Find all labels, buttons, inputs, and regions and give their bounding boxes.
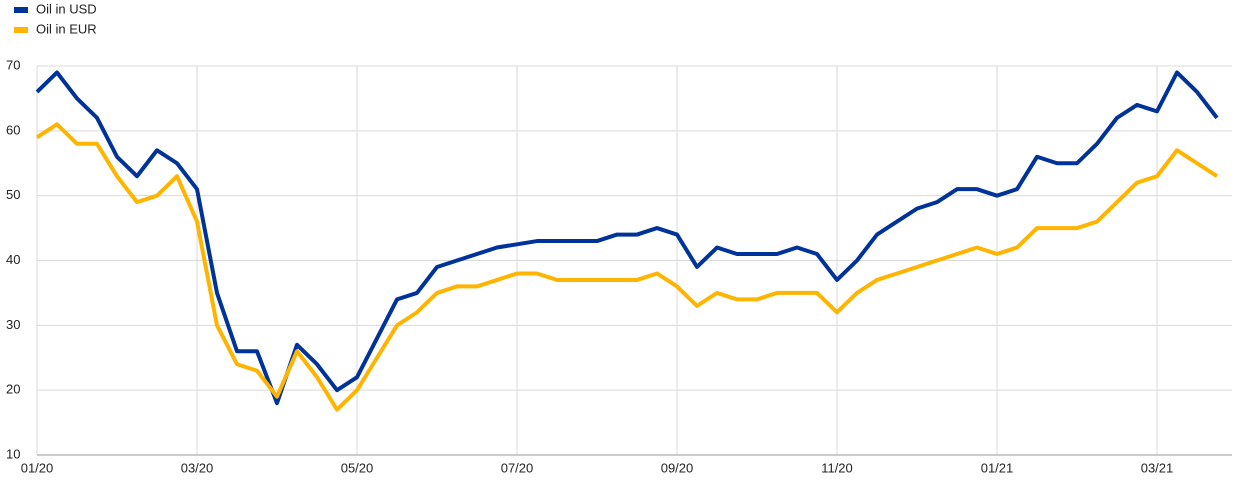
- y-tick-label: 40: [6, 252, 20, 267]
- y-tick-label: 20: [6, 382, 20, 397]
- y-tick-label: 50: [6, 187, 20, 202]
- y-tick-label: 70: [6, 57, 20, 72]
- x-tick-label: 09/20: [661, 460, 694, 475]
- legend-swatch: [14, 7, 28, 13]
- legend-swatch: [14, 27, 28, 33]
- x-tick-label: 07/20: [501, 460, 534, 475]
- x-tick-label: 03/20: [181, 460, 214, 475]
- line-series: [35, 70, 1219, 406]
- x-tick-label: 01/21: [981, 460, 1014, 475]
- y-tick-label: 10: [6, 446, 20, 461]
- x-tick-label: 01/20: [21, 460, 54, 475]
- x-tick-label: 03/21: [1141, 460, 1174, 475]
- y-tick-label: 60: [6, 122, 20, 137]
- legend-label: Oil in EUR: [36, 21, 97, 36]
- y-tick-label: 30: [6, 317, 20, 332]
- x-tick-label: 11/20: [821, 460, 853, 475]
- x-tick-label: 05/20: [341, 460, 374, 475]
- line-series: [35, 122, 1219, 412]
- legend-label: Oil in USD: [36, 1, 97, 16]
